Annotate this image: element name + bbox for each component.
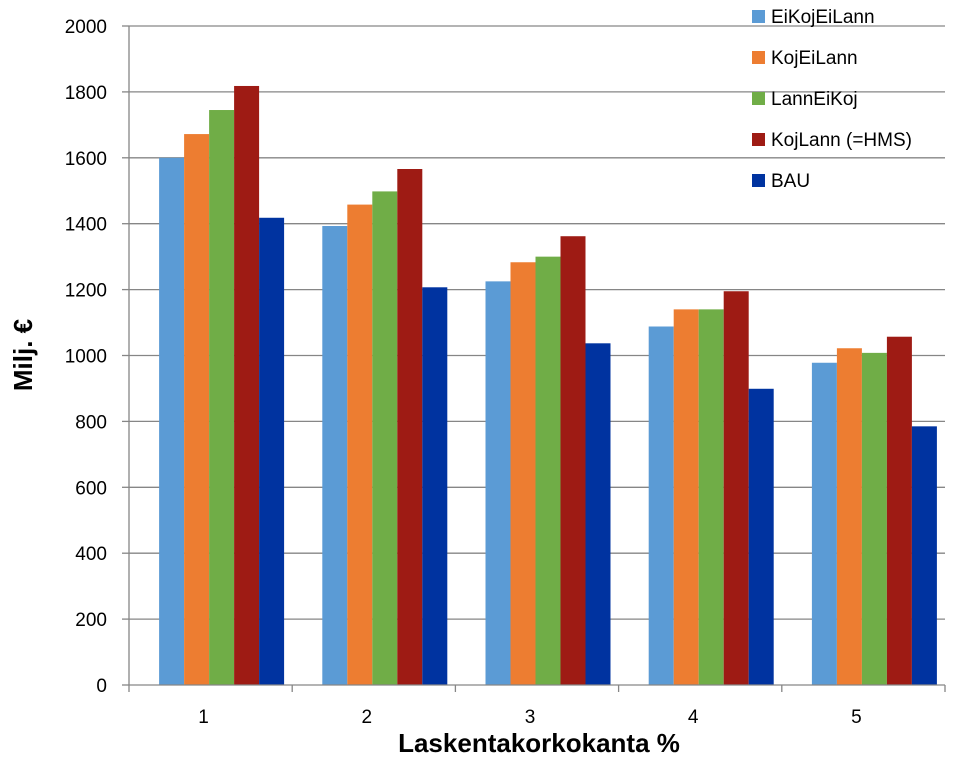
x-tick-label: 5 [851, 707, 862, 728]
x-tick-label: 3 [525, 707, 536, 728]
bar [397, 169, 423, 686]
legend-swatch [752, 133, 765, 146]
legend-label: LannEiKoj [771, 89, 858, 110]
bar [510, 262, 536, 685]
legend-label: BAU [771, 171, 810, 192]
bar [748, 388, 774, 685]
bar [648, 326, 674, 685]
bar [836, 348, 862, 685]
legend-swatch [752, 51, 765, 64]
x-tick-label: 4 [688, 707, 699, 728]
bar [322, 226, 348, 685]
bar [560, 236, 586, 685]
y-tick-label: 1200 [65, 281, 107, 302]
y-tick-label: 1400 [65, 215, 107, 236]
bar [234, 85, 260, 686]
bar [861, 352, 887, 685]
y-tick-label: 400 [75, 544, 107, 565]
bar [673, 309, 699, 685]
y-tick-label: 200 [75, 610, 107, 631]
legend-swatch [752, 174, 765, 187]
bar [372, 191, 398, 685]
y-tick-labels: 0 200 400 600 800 1000 1200 1400 1600 1800 2000 [65, 17, 107, 697]
axes [128, 26, 946, 692]
y-tick-label: 1600 [65, 149, 107, 170]
x-axis-title: Laskentakorkokanta % [398, 728, 680, 758]
y-tick-label: 2000 [65, 17, 107, 38]
y-tick-label: 600 [75, 478, 107, 499]
bar [485, 281, 511, 685]
y-axis-title: Milj. € [8, 319, 38, 391]
y-tick-label: 1800 [65, 83, 107, 104]
bar [209, 110, 235, 685]
bar [886, 336, 912, 685]
x-tick-label: 1 [198, 707, 209, 728]
bar [811, 362, 837, 685]
legend-label: KojEiLann [771, 48, 858, 69]
legend: EiKojEiLann KojEiLann LannEiKoj KojLann (=H… [752, 7, 912, 192]
y-tick-label: 800 [75, 412, 107, 433]
x-tick-label: 2 [362, 707, 373, 728]
bar [535, 256, 561, 685]
bar [184, 134, 210, 686]
bar [585, 343, 611, 685]
bar [347, 204, 373, 686]
bar [911, 426, 937, 685]
bar [698, 309, 724, 685]
y-tick-label: 0 [96, 676, 107, 697]
legend-swatch [752, 92, 765, 105]
bar [259, 217, 285, 686]
legend-swatch [752, 10, 765, 23]
bar [723, 291, 749, 685]
legend-label: KojLann (=HMS) [771, 130, 912, 151]
legend-label: EiKojEiLann [771, 7, 875, 28]
bar [422, 287, 448, 685]
y-tick-label: 1000 [65, 347, 107, 368]
bars [159, 85, 937, 686]
x-tick-labels: 1 2 3 4 5 [198, 707, 861, 728]
bar [159, 157, 185, 686]
